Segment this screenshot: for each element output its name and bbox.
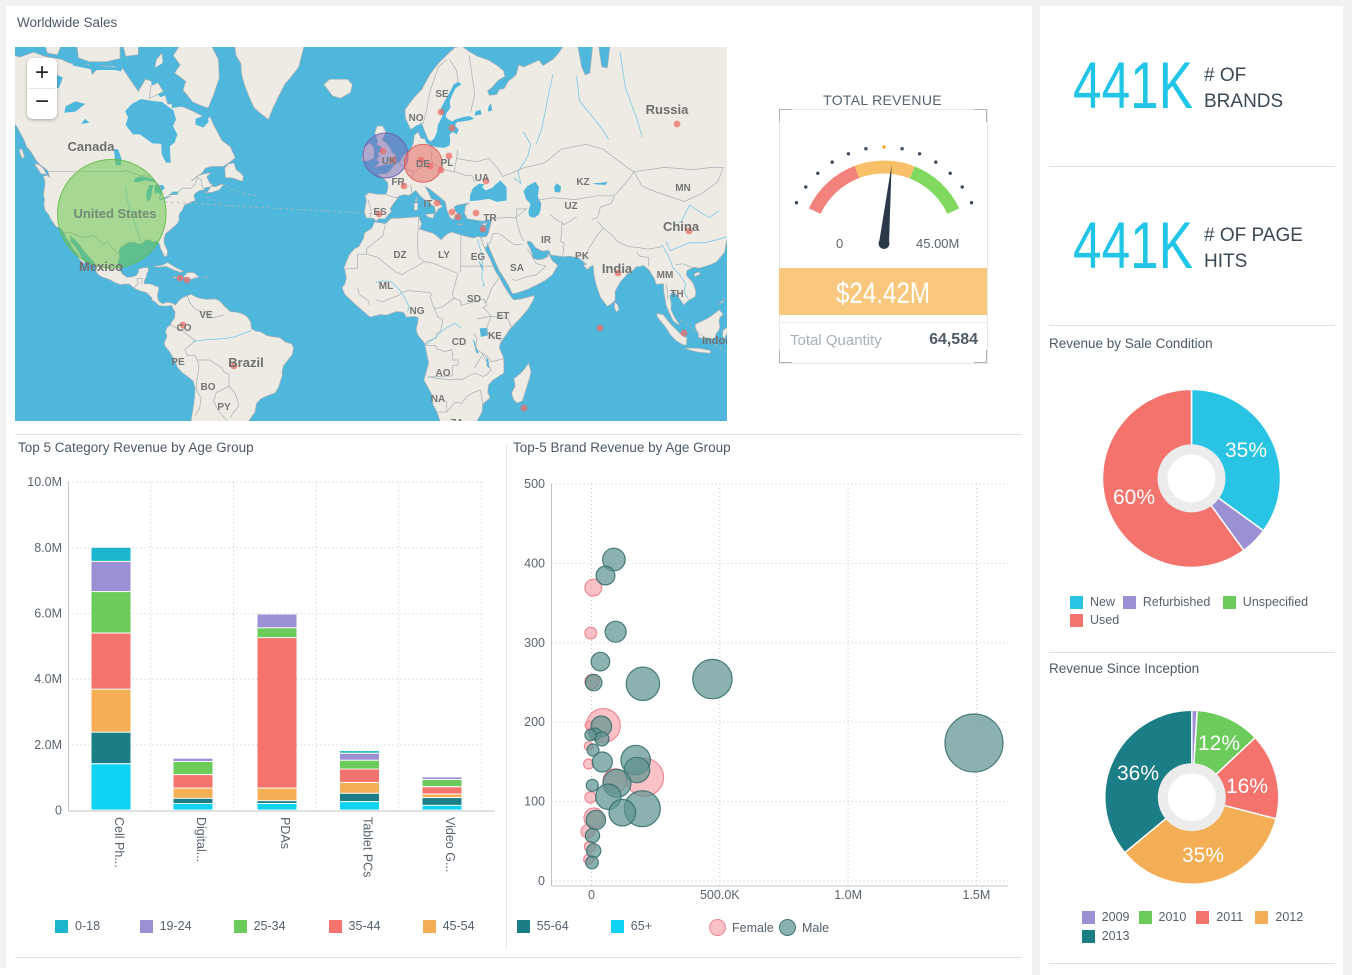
svg-text:Russia: Russia bbox=[646, 102, 689, 117]
svg-text:8.0M: 8.0M bbox=[34, 541, 62, 555]
svg-text:UZ: UZ bbox=[564, 201, 577, 212]
svg-text:Video G...: Video G... bbox=[443, 817, 457, 872]
svg-text:6.0M: 6.0M bbox=[34, 607, 62, 621]
svg-text:1.0M: 1.0M bbox=[834, 888, 862, 902]
svg-text:KZ: KZ bbox=[576, 177, 589, 188]
svg-text:ES: ES bbox=[373, 207, 387, 218]
svg-text:BO: BO bbox=[201, 382, 216, 393]
svg-text:36%: 36% bbox=[1117, 762, 1159, 785]
svg-text:DZ: DZ bbox=[393, 250, 406, 261]
svg-text:0: 0 bbox=[55, 804, 62, 818]
svg-text:500.0K: 500.0K bbox=[700, 888, 740, 902]
svg-text:PY: PY bbox=[217, 402, 231, 413]
svg-text:NO: NO bbox=[409, 113, 424, 124]
svg-text:MM: MM bbox=[657, 270, 674, 281]
svg-text:IT: IT bbox=[424, 199, 433, 210]
svg-text:Indon: Indon bbox=[702, 335, 727, 347]
svg-text:2.0M: 2.0M bbox=[34, 738, 62, 752]
svg-text:300: 300 bbox=[524, 636, 545, 650]
svg-text:PL: PL bbox=[441, 158, 454, 169]
svg-text:1.5M: 1.5M bbox=[963, 888, 991, 902]
svg-text:Tablet PCs: Tablet PCs bbox=[361, 817, 375, 877]
svg-text:500: 500 bbox=[524, 477, 545, 491]
svg-text:35%: 35% bbox=[1182, 844, 1224, 867]
svg-text:PE: PE bbox=[171, 357, 185, 368]
svg-text:100: 100 bbox=[524, 795, 545, 809]
svg-text:SE: SE bbox=[435, 89, 449, 100]
svg-text:0: 0 bbox=[588, 888, 595, 902]
svg-text:Brazil: Brazil bbox=[228, 355, 263, 370]
svg-text:EG: EG bbox=[471, 252, 486, 263]
svg-text:FR: FR bbox=[391, 177, 405, 188]
svg-text:VE: VE bbox=[199, 310, 213, 321]
svg-text:UK: UK bbox=[382, 156, 397, 167]
svg-text:CD: CD bbox=[452, 337, 466, 348]
svg-text:KE: KE bbox=[488, 331, 502, 342]
svg-text:10.0M: 10.0M bbox=[27, 475, 62, 489]
svg-text:China: China bbox=[663, 219, 700, 234]
svg-text:MN: MN bbox=[675, 183, 691, 194]
svg-text:PK: PK bbox=[575, 251, 590, 262]
svg-text:ML: ML bbox=[379, 281, 393, 292]
svg-text:DE: DE bbox=[416, 159, 430, 170]
svg-text:CO: CO bbox=[177, 323, 192, 334]
svg-text:NG: NG bbox=[410, 306, 425, 317]
svg-text:Cell Ph...: Cell Ph... bbox=[112, 817, 126, 868]
svg-text:16%: 16% bbox=[1226, 775, 1268, 798]
svg-text:$24.42M: $24.42M bbox=[836, 277, 930, 310]
svg-text:TH: TH bbox=[670, 289, 683, 300]
svg-text:SA: SA bbox=[510, 263, 524, 274]
svg-text:200: 200 bbox=[524, 715, 545, 729]
svg-text:PDAs: PDAs bbox=[278, 817, 292, 849]
svg-text:AO: AO bbox=[436, 368, 451, 379]
svg-text:India: India bbox=[602, 261, 633, 276]
svg-text:TR: TR bbox=[483, 213, 497, 224]
svg-text:60%: 60% bbox=[1113, 486, 1155, 509]
svg-text:ZA: ZA bbox=[450, 418, 463, 421]
svg-text:400: 400 bbox=[524, 556, 545, 570]
svg-text:0: 0 bbox=[538, 874, 545, 888]
svg-text:IR: IR bbox=[541, 235, 552, 246]
svg-text:ET: ET bbox=[497, 311, 510, 322]
svg-text:441K: 441K bbox=[1073, 208, 1193, 282]
svg-text:United States: United States bbox=[73, 206, 156, 221]
svg-text:12%: 12% bbox=[1198, 732, 1240, 755]
svg-text:SD: SD bbox=[467, 294, 481, 305]
svg-text:LY: LY bbox=[438, 250, 450, 261]
svg-text:Digital...: Digital... bbox=[194, 817, 208, 862]
svg-text:NA: NA bbox=[431, 394, 445, 405]
svg-text:4.0M: 4.0M bbox=[34, 672, 62, 686]
svg-text:441K: 441K bbox=[1073, 48, 1193, 122]
svg-text:UA: UA bbox=[475, 173, 489, 184]
svg-text:35%: 35% bbox=[1225, 439, 1267, 462]
svg-text:Canada: Canada bbox=[68, 139, 116, 154]
svg-text:Mexico: Mexico bbox=[79, 259, 123, 274]
